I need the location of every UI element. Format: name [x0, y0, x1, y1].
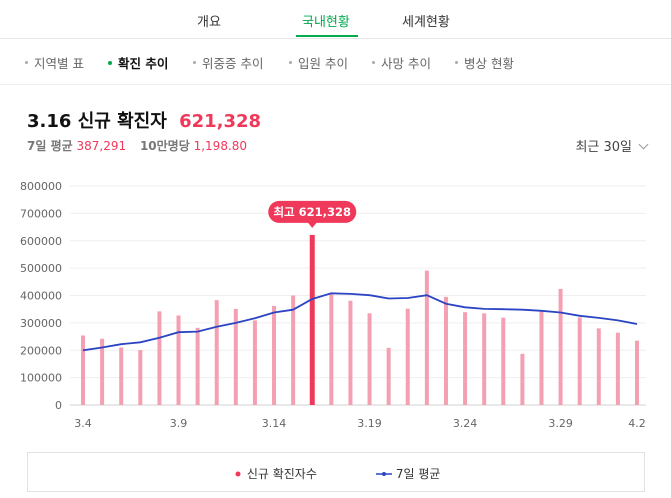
y-tick-label: 200000: [20, 344, 62, 357]
legend-dot-icon: [235, 471, 241, 477]
legend-label-cases: 신규 확진자수: [246, 467, 317, 481]
y-tick-label: 0: [55, 399, 62, 412]
bar: [443, 296, 448, 405]
bar: [367, 313, 372, 405]
subnav-case-trend[interactable]: 확진 추이: [108, 53, 168, 72]
bar: [233, 308, 238, 405]
bullet-icon: [289, 61, 292, 64]
x-tick-label: 3.29: [548, 417, 573, 430]
bar: [501, 317, 506, 405]
bar: [482, 313, 487, 405]
bar: [405, 308, 410, 405]
active-tab-indicator: [296, 35, 358, 37]
headline-value: 621,328: [179, 111, 262, 132]
period-label: 최근 30일: [575, 140, 632, 155]
chart-legend: 신규 확진자수 7일 평균: [27, 452, 645, 492]
bar: [272, 305, 277, 405]
bar: [463, 312, 468, 405]
bar: [558, 288, 563, 405]
bar: [635, 340, 639, 405]
legend-item-cases[interactable]: 신규 확진자수: [233, 465, 317, 482]
legend-line-icon: [376, 472, 392, 476]
bar: [176, 315, 181, 405]
headline-title: 신규 확진자: [77, 111, 167, 132]
headline: 3.16 신규 확진자 621,328: [27, 107, 261, 133]
bar: [214, 300, 219, 405]
x-tick-label: 3.9: [170, 417, 188, 430]
subnav-hospital-trend[interactable]: 입원 추이: [289, 53, 348, 72]
bar: [520, 353, 525, 405]
bar: [81, 335, 85, 405]
bar: [100, 338, 105, 405]
subnav-death-trend[interactable]: 사망 추이: [372, 53, 431, 72]
y-tick-label: 100000: [20, 372, 62, 385]
bar: [309, 234, 315, 405]
y-tick-label: 300000: [20, 317, 62, 330]
bullet-icon: [372, 61, 375, 64]
tab-world[interactable]: 세계현황: [402, 15, 450, 30]
bar: [329, 293, 334, 405]
bullet-icon: [193, 61, 196, 64]
subnav-bed-status[interactable]: 병상 현황: [455, 53, 514, 72]
subnav-critical-trend[interactable]: 위중증 추이: [193, 53, 263, 72]
bar: [195, 327, 200, 405]
bar: [424, 270, 429, 405]
bar: [138, 349, 143, 405]
bar: [348, 300, 353, 405]
y-tick-label: 800000: [20, 180, 62, 193]
y-tick-label: 400000: [20, 290, 62, 303]
bullet-icon: [455, 61, 458, 64]
per-capita-label: 10만명당: [139, 139, 190, 153]
tooltip-text: 최고 621,328: [273, 205, 351, 219]
tooltip-pointer: [307, 221, 318, 228]
sub-navigation: 지역별 표 확진 추이 위중증 추이 입원 추이 사망 추이 병상 현황: [0, 38, 671, 85]
main-tabs: 개요 국내현황 세계현황: [0, 0, 671, 39]
y-tick-label: 600000: [20, 235, 62, 248]
x-tick-label: 3.19: [357, 417, 382, 430]
avg-label: 7일 평균: [27, 139, 73, 153]
average-line: [82, 292, 638, 352]
avg-value: 387,291: [76, 139, 127, 153]
subnav-regional-table[interactable]: 지역별 표: [25, 53, 84, 72]
period-selector[interactable]: 최근 30일: [575, 136, 649, 155]
tab-overview[interactable]: 개요: [197, 15, 221, 30]
per-capita-value: 1,198.80: [193, 139, 248, 153]
bar: [539, 310, 544, 405]
cases-chart: 800000 700000 600000 500000 400000 300000 2000…: [20, 180, 646, 430]
bar: [577, 317, 582, 405]
bullet-icon: [108, 60, 112, 65]
legend-item-average[interactable]: 7일 평균: [376, 465, 440, 482]
y-tick-label: 500000: [20, 262, 62, 275]
bullet-icon: [25, 61, 28, 64]
summary-stats: 7일 평균 387,291 10만명당 1,198.80: [27, 137, 257, 154]
headline-date: 3.16: [27, 111, 72, 132]
bar: [386, 347, 391, 405]
x-tick-label: 3.24: [453, 417, 478, 430]
bar: [615, 332, 620, 405]
bar: [291, 295, 296, 405]
x-tick-label: 3.14: [262, 417, 287, 430]
tab-domestic[interactable]: 국내현황: [302, 15, 350, 30]
peak-tooltip: [268, 200, 357, 223]
x-tick-label: 3.4: [74, 417, 92, 430]
bar: [119, 347, 124, 405]
y-tick-label: 700000: [20, 207, 62, 220]
bar: [596, 328, 601, 405]
legend-label-average: 7일 평균: [395, 467, 441, 481]
x-tick-label: 4.2: [628, 417, 646, 430]
bar: [252, 320, 257, 405]
bar: [157, 311, 162, 405]
